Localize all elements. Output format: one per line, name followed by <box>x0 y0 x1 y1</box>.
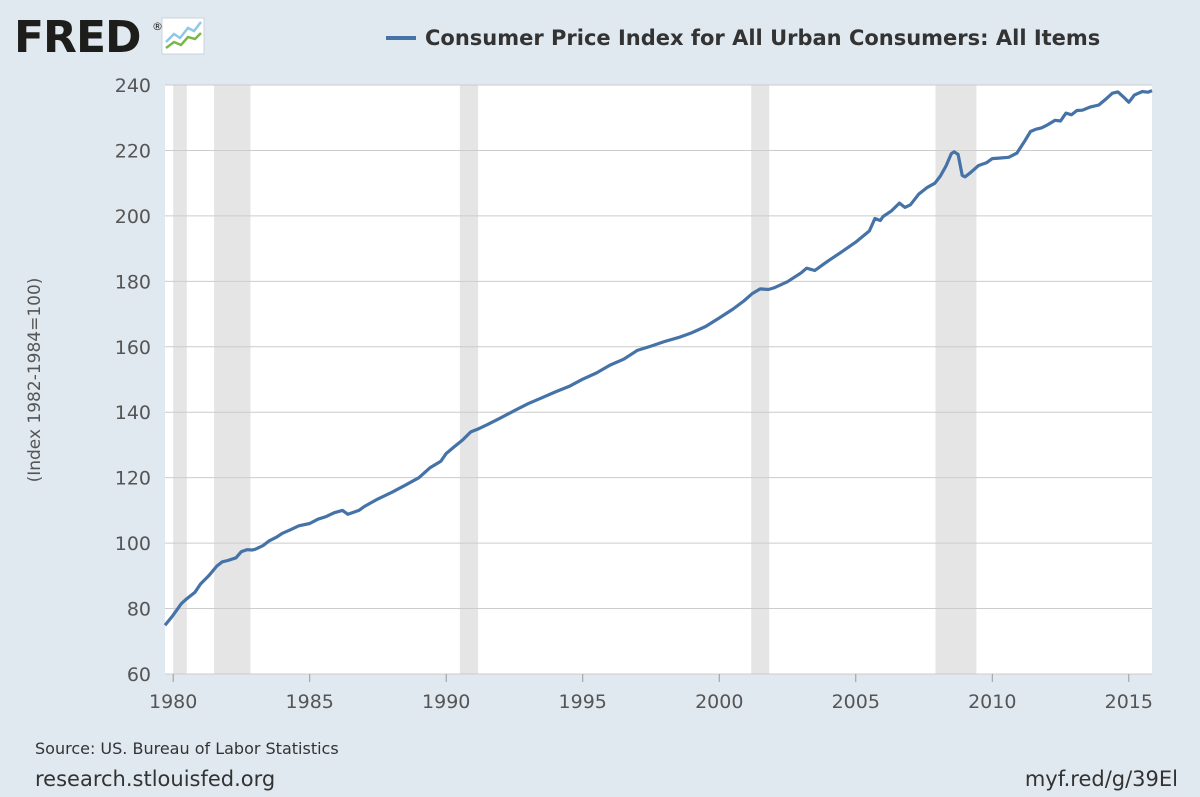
y-tick-label: 200 <box>115 206 151 228</box>
footer-site-link[interactable]: research.stlouisfed.org <box>35 767 275 791</box>
recession-band <box>459 85 479 674</box>
y-axis-label: (Index 1982-1984=100) <box>25 278 45 483</box>
fred-chart-logo-icon <box>161 17 205 55</box>
y-axis-ticks: 60 80 100 120 140 160 180 200 220 240 <box>115 75 151 686</box>
recession-band <box>214 85 251 674</box>
x-tick-label: 1990 <box>422 691 470 713</box>
recession-band <box>935 85 977 674</box>
x-tick-label: 1980 <box>149 691 197 713</box>
y-tick-label: 140 <box>115 402 151 424</box>
registered-mark: ® <box>152 20 163 33</box>
recession-band <box>751 85 770 674</box>
fred-logo-text: FRED <box>14 12 141 63</box>
x-tick-label: 2015 <box>1105 691 1153 713</box>
x-tick-label: 2005 <box>832 691 880 713</box>
x-tick-label: 2000 <box>695 691 743 713</box>
x-axis-ticks: 1980 1985 1990 1995 2000 2005 2010 2015 <box>149 674 1153 713</box>
fred-logo[interactable]: FRED ® <box>14 12 205 63</box>
plot-area <box>165 85 1152 674</box>
y-tick-label: 60 <box>127 664 151 686</box>
y-tick-label: 160 <box>115 337 151 359</box>
series-line-cpi <box>163 89 1153 627</box>
recession-bands <box>173 85 977 674</box>
y-tick-label: 120 <box>115 468 151 490</box>
y-tick-label: 80 <box>127 599 151 621</box>
x-tick-label: 2010 <box>968 691 1016 713</box>
recession-band <box>173 85 187 674</box>
source-text: Source: US. Bureau of Labor Statistics <box>35 739 339 758</box>
y-tick-label: 180 <box>115 271 151 293</box>
y-tick-label: 240 <box>115 75 151 97</box>
x-tick-label: 1985 <box>286 691 334 713</box>
legend: Consumer Price Index for All Urban Consu… <box>386 26 1100 50</box>
x-tick-label: 1995 <box>559 691 607 713</box>
footer-short-link[interactable]: myf.red/g/39El <box>1025 767 1178 791</box>
y-tick-label: 100 <box>115 533 151 555</box>
legend-label: Consumer Price Index for All Urban Consu… <box>425 26 1100 50</box>
gridlines <box>165 84 1152 675</box>
y-tick-label: 220 <box>115 140 151 162</box>
